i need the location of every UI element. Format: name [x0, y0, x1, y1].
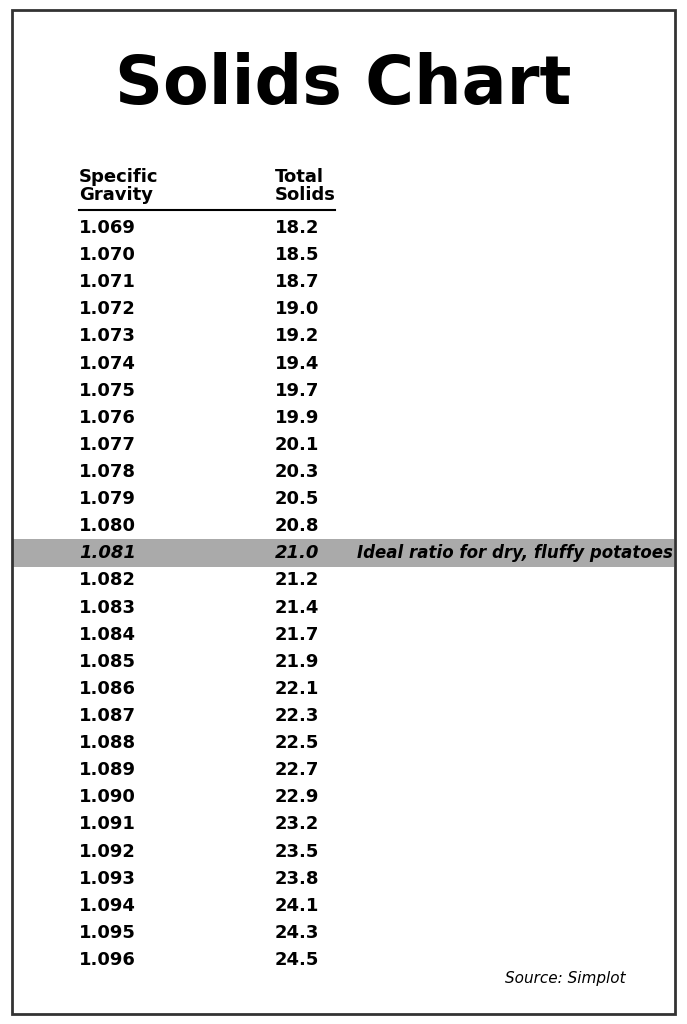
Text: 1.076: 1.076 — [79, 409, 136, 427]
Text: 19.7: 19.7 — [275, 382, 319, 399]
Text: 1.070: 1.070 — [79, 246, 136, 264]
Text: 24.3: 24.3 — [275, 924, 319, 942]
Text: 1.081: 1.081 — [79, 545, 136, 562]
Text: 24.5: 24.5 — [275, 951, 319, 969]
Text: 21.7: 21.7 — [275, 626, 319, 644]
Text: 1.090: 1.090 — [79, 788, 136, 806]
Text: 1.079: 1.079 — [79, 490, 136, 508]
Text: 1.095: 1.095 — [79, 924, 136, 942]
Text: 18.7: 18.7 — [275, 273, 319, 291]
Text: 23.5: 23.5 — [275, 843, 319, 860]
Text: 19.0: 19.0 — [275, 300, 319, 318]
Text: 20.8: 20.8 — [275, 517, 319, 536]
Text: 20.1: 20.1 — [275, 436, 319, 454]
Text: 20.3: 20.3 — [275, 463, 319, 481]
Text: 22.7: 22.7 — [275, 761, 319, 779]
Text: 1.082: 1.082 — [79, 571, 136, 590]
Text: 23.2: 23.2 — [275, 815, 319, 834]
Text: 1.072: 1.072 — [79, 300, 136, 318]
Text: 1.086: 1.086 — [79, 680, 136, 698]
Text: 23.8: 23.8 — [275, 869, 319, 888]
Text: 1.093: 1.093 — [79, 869, 136, 888]
Text: 21.9: 21.9 — [275, 652, 319, 671]
Text: 21.0: 21.0 — [275, 545, 319, 562]
Text: 1.069: 1.069 — [79, 219, 136, 237]
Text: Source: Simplot: Source: Simplot — [504, 971, 625, 985]
Text: 1.080: 1.080 — [79, 517, 136, 536]
Text: 1.074: 1.074 — [79, 354, 136, 373]
Text: 1.094: 1.094 — [79, 897, 136, 914]
Text: 18.2: 18.2 — [275, 219, 319, 237]
Text: 1.075: 1.075 — [79, 382, 136, 399]
Text: 22.5: 22.5 — [275, 734, 319, 752]
Text: 21.4: 21.4 — [275, 599, 319, 616]
Text: 21.2: 21.2 — [275, 571, 319, 590]
Text: 22.9: 22.9 — [275, 788, 319, 806]
Text: 22.1: 22.1 — [275, 680, 319, 698]
Bar — [13, 540, 674, 567]
Text: Total: Total — [275, 168, 324, 186]
Text: Specific: Specific — [79, 168, 159, 186]
Text: Solids: Solids — [275, 186, 336, 204]
Text: 1.077: 1.077 — [79, 436, 136, 454]
Text: 1.078: 1.078 — [79, 463, 136, 481]
Text: Gravity: Gravity — [79, 186, 153, 204]
Text: 1.085: 1.085 — [79, 652, 136, 671]
Text: 1.087: 1.087 — [79, 707, 136, 725]
Text: 19.9: 19.9 — [275, 409, 319, 427]
Text: Solids Chart: Solids Chart — [115, 52, 572, 118]
Text: Ideal ratio for dry, fluffy potatoes: Ideal ratio for dry, fluffy potatoes — [357, 545, 673, 562]
Text: 1.096: 1.096 — [79, 951, 136, 969]
Text: 1.073: 1.073 — [79, 328, 136, 345]
Text: 1.092: 1.092 — [79, 843, 136, 860]
Text: 1.088: 1.088 — [79, 734, 136, 752]
Text: 20.5: 20.5 — [275, 490, 319, 508]
Text: 19.2: 19.2 — [275, 328, 319, 345]
Text: 18.5: 18.5 — [275, 246, 319, 264]
Text: 1.084: 1.084 — [79, 626, 136, 644]
Text: 1.083: 1.083 — [79, 599, 136, 616]
Text: 24.1: 24.1 — [275, 897, 319, 914]
Text: 1.071: 1.071 — [79, 273, 136, 291]
Text: 22.3: 22.3 — [275, 707, 319, 725]
Text: 19.4: 19.4 — [275, 354, 319, 373]
Text: 1.091: 1.091 — [79, 815, 136, 834]
Text: 1.089: 1.089 — [79, 761, 136, 779]
